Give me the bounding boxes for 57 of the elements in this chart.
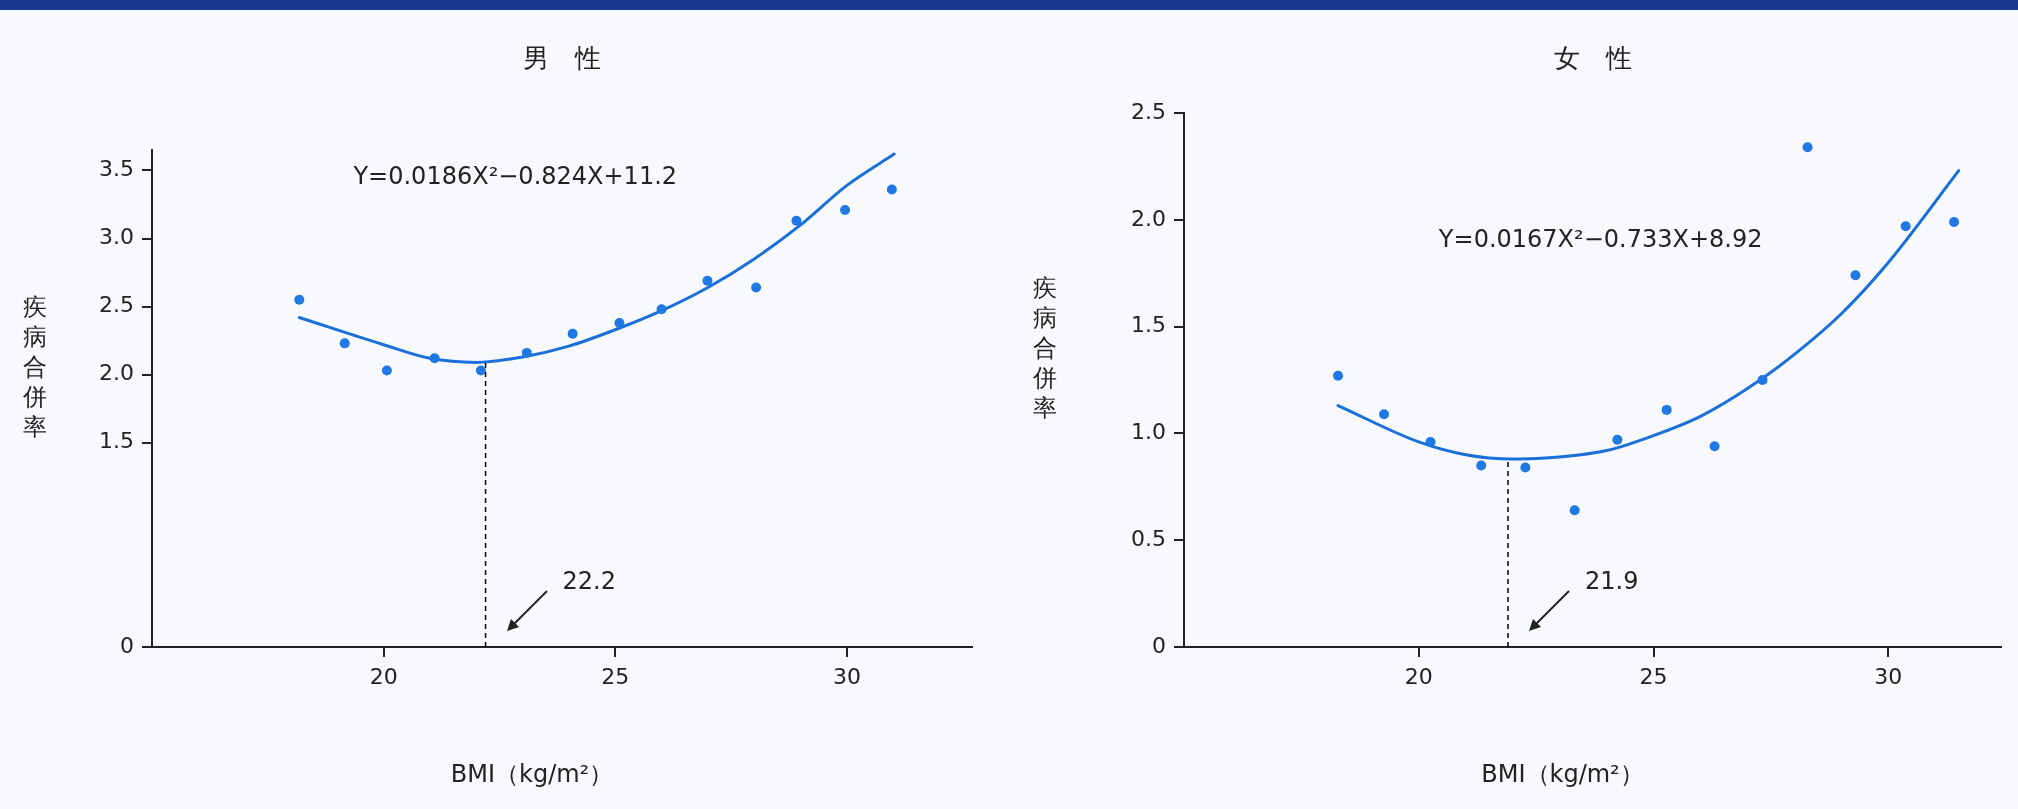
point [1612, 434, 1623, 445]
point [1709, 441, 1720, 452]
ref-line-label: 22.2 [562, 567, 616, 596]
y-tick-label: 0 [120, 632, 134, 658]
point [1661, 404, 1672, 415]
y-tick-label: 2.0 [99, 360, 134, 386]
y-tick-label: 2.0 [1131, 205, 1166, 231]
point [1949, 216, 1960, 227]
point [791, 215, 802, 226]
point [521, 347, 532, 358]
point [1802, 142, 1813, 153]
point [751, 282, 762, 293]
point [1333, 370, 1344, 381]
x-axis-title: BMI（kg/m²） [1481, 760, 1644, 789]
chart-title: 女 性 [1553, 42, 1632, 73]
point [614, 317, 625, 328]
point [840, 204, 851, 215]
point [702, 275, 713, 286]
y-axis-title: 疾病合併率 [1032, 274, 1057, 423]
y-axis-title: 疾病合併率 [22, 292, 47, 441]
annotation: Y=0.0167X²−0.733X+8.92 [1437, 225, 1763, 254]
line-series [297, 152, 896, 364]
y-tick-label: 1.5 [99, 428, 134, 454]
point [294, 294, 305, 305]
point [656, 304, 667, 315]
x-tick-label: 25 [1639, 663, 1668, 689]
y-tick-label: 1.5 [1131, 312, 1166, 338]
y-tick-label: 2.5 [99, 292, 134, 318]
point [1379, 409, 1390, 420]
point [1900, 221, 1911, 232]
annotation: Y=0.0186X²−0.824X+11.2 [352, 162, 678, 191]
point [1569, 505, 1580, 516]
y-tick-label: 0.5 [1131, 525, 1166, 551]
y-tick-label: 1.0 [1131, 419, 1166, 445]
point [1520, 462, 1531, 473]
x-tick-label: 25 [601, 663, 630, 689]
point [339, 338, 350, 349]
point [1476, 460, 1487, 471]
x-tick-label: 30 [1874, 663, 1903, 689]
point [567, 328, 578, 339]
y-tick-label: 2.5 [1131, 98, 1166, 124]
point [475, 365, 486, 376]
point [886, 184, 897, 195]
ref-line-label: 21.9 [1584, 567, 1639, 596]
point [381, 365, 392, 376]
point [1757, 375, 1768, 385]
y-tick-label: 0 [1152, 632, 1166, 658]
x-tick-label: 20 [1404, 663, 1433, 689]
y-tick-label: 3.0 [99, 224, 134, 250]
x-axis-title: BMI（kg/m²） [450, 760, 614, 789]
x-tick-label: 20 [369, 663, 398, 689]
chart-title: 男 性 [523, 42, 601, 73]
x-tick-label: 30 [832, 663, 861, 689]
point [429, 353, 440, 364]
point [1850, 270, 1861, 281]
y-tick-label: 3.5 [99, 156, 134, 182]
point [1425, 436, 1436, 447]
